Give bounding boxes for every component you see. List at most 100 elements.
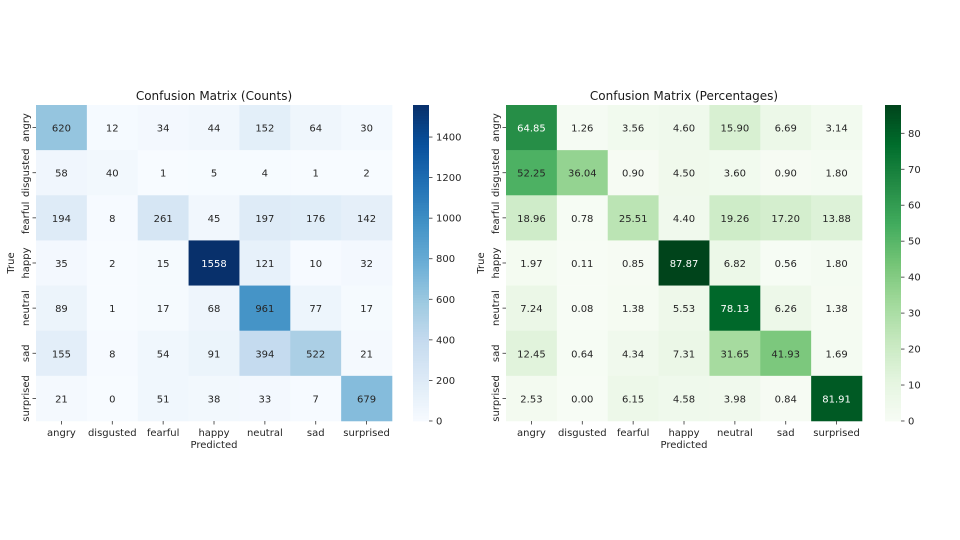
y-tick-label: fearful — [491, 202, 502, 235]
heatmap-cell — [607, 195, 659, 241]
colorbar-gradient-strip — [885, 162, 901, 166]
colorbar-gradient-strip — [885, 218, 901, 222]
colorbar-gradient-strip — [413, 194, 429, 198]
colorbar-gradient-strip — [413, 228, 429, 232]
colorbar-gradient-strip — [413, 234, 429, 238]
colorbar-tick-label: 800 — [436, 254, 455, 265]
heatmap-cell — [239, 285, 291, 331]
colorbar-gradient-strip — [885, 397, 901, 401]
cell-value-label: 261 — [154, 214, 173, 225]
colorbar-gradient-strip — [885, 120, 901, 124]
colorbar-gradient-strip — [885, 299, 901, 303]
colorbar-gradient-strip — [413, 286, 429, 290]
colorbar-gradient-strip — [885, 247, 901, 251]
cell-value-label: 194 — [52, 214, 71, 225]
colorbar-gradient-strip — [413, 315, 429, 319]
y-tick-label: happy — [21, 247, 32, 278]
cell-value-label: 1 — [109, 304, 115, 315]
colorbar-gradient-strip — [413, 368, 429, 372]
colorbar-tick-label: 600 — [436, 295, 455, 306]
heatmap-cell — [760, 285, 812, 331]
colorbar-gradient-strip — [413, 247, 429, 251]
heatmap-cell — [811, 375, 863, 422]
cell-value-label: 21 — [360, 349, 373, 360]
cell-value-label: 1.80 — [825, 169, 847, 180]
cell-value-label: 12.45 — [517, 349, 546, 360]
colorbar-gradient-strip — [885, 226, 901, 230]
colorbar-gradient-strip — [413, 105, 429, 109]
colorbar-gradient-strip — [413, 363, 429, 367]
heatmap-cell — [137, 195, 189, 241]
colorbar-gradient-strip — [885, 405, 901, 409]
heatmap-cell — [658, 105, 710, 151]
heatmap-cell — [506, 150, 558, 196]
colorbar-gradient-strip — [413, 328, 429, 332]
colorbar-gradient-strip — [413, 318, 429, 322]
colorbar-gradient-strip — [885, 418, 901, 422]
colorbar-gradient-strip — [413, 352, 429, 356]
colorbar-gradient-strip — [885, 234, 901, 238]
colorbar-gradient-strip — [413, 165, 429, 169]
colorbar-gradient-strip — [413, 118, 429, 122]
heatmap-cell — [86, 105, 139, 151]
heatmap-cell — [137, 150, 189, 196]
colorbar-gradient-strip — [885, 310, 901, 314]
colorbar-gradient-strip — [413, 270, 429, 274]
colorbar-gradient-strip — [413, 331, 429, 335]
heatmap-cell — [188, 285, 240, 331]
heatmap-cell — [239, 375, 291, 422]
heatmap-cell — [86, 330, 139, 377]
colorbar-gradient-strip — [885, 357, 901, 361]
colorbar-gradient-strip — [413, 115, 429, 119]
cell-value-label: 5 — [211, 169, 217, 180]
cell-value-label: 6.26 — [775, 304, 797, 315]
colorbar-gradient-strip — [885, 215, 901, 219]
colorbar-gradient-strip — [413, 320, 429, 324]
colorbar-gradient-strip — [885, 199, 901, 203]
heatmap-cell — [556, 195, 609, 241]
colorbar-gradient-strip — [413, 147, 429, 151]
colorbar-gradient-strip — [413, 249, 429, 253]
heatmap-cell — [607, 330, 659, 377]
colorbar-gradient-strip — [885, 112, 901, 116]
x-tick-label: disgusted — [88, 428, 137, 439]
x-tick-label: sad — [307, 428, 325, 439]
cell-value-label: 679 — [357, 394, 376, 405]
cell-value-label: 64 — [309, 124, 322, 135]
colorbar-tick-label: 40 — [908, 273, 921, 284]
cell-value-label: 87.87 — [670, 259, 699, 270]
colorbar-gradient-strip — [413, 265, 429, 269]
heatmap-counts: Confusion Matrix (Counts)620 12 34 44 152 64 3… — [6, 89, 461, 451]
cell-value-label: 3.14 — [825, 124, 847, 135]
colorbar-gradient-strip — [885, 294, 901, 298]
cell-value-label: 81.91 — [822, 394, 851, 405]
colorbar-gradient-strip — [885, 407, 901, 411]
heatmap-cell — [658, 285, 710, 331]
heatmap-cell — [137, 240, 189, 286]
colorbar: 0 200 400 600 800 1000 1200 1400 — [413, 105, 461, 427]
colorbar-tick-label: 50 — [908, 237, 921, 248]
cell-value-label: 78.13 — [721, 304, 750, 315]
colorbar-gradient-strip — [885, 276, 901, 280]
colorbar-gradient-strip — [885, 392, 901, 396]
y-tick-label: disgusted — [21, 148, 32, 197]
colorbar-gradient-strip — [885, 415, 901, 419]
heatmap-cell — [760, 240, 812, 286]
x-tick-label: surprised — [813, 428, 860, 439]
colorbar-gradient-strip — [413, 326, 429, 330]
colorbar-gradient-strip — [885, 297, 901, 301]
colorbar-gradient-strip — [885, 370, 901, 374]
heatmap-cell — [36, 375, 88, 422]
x-tick-label: fearful — [617, 428, 650, 439]
colorbar-gradient-strip — [885, 260, 901, 264]
cell-value-label: 0.00 — [571, 394, 593, 405]
heatmap-cell — [341, 150, 393, 196]
cell-value-label: 3.56 — [622, 124, 644, 135]
colorbar-gradient-strip — [413, 197, 429, 201]
cell-value-label: 6.82 — [724, 259, 746, 270]
colorbar-gradient-strip — [885, 194, 901, 198]
cell-value-label: 31.65 — [721, 349, 750, 360]
colorbar-gradient-strip — [885, 315, 901, 319]
cell-value-label: 18.96 — [517, 214, 546, 225]
cell-value-label: 0.90 — [775, 169, 797, 180]
